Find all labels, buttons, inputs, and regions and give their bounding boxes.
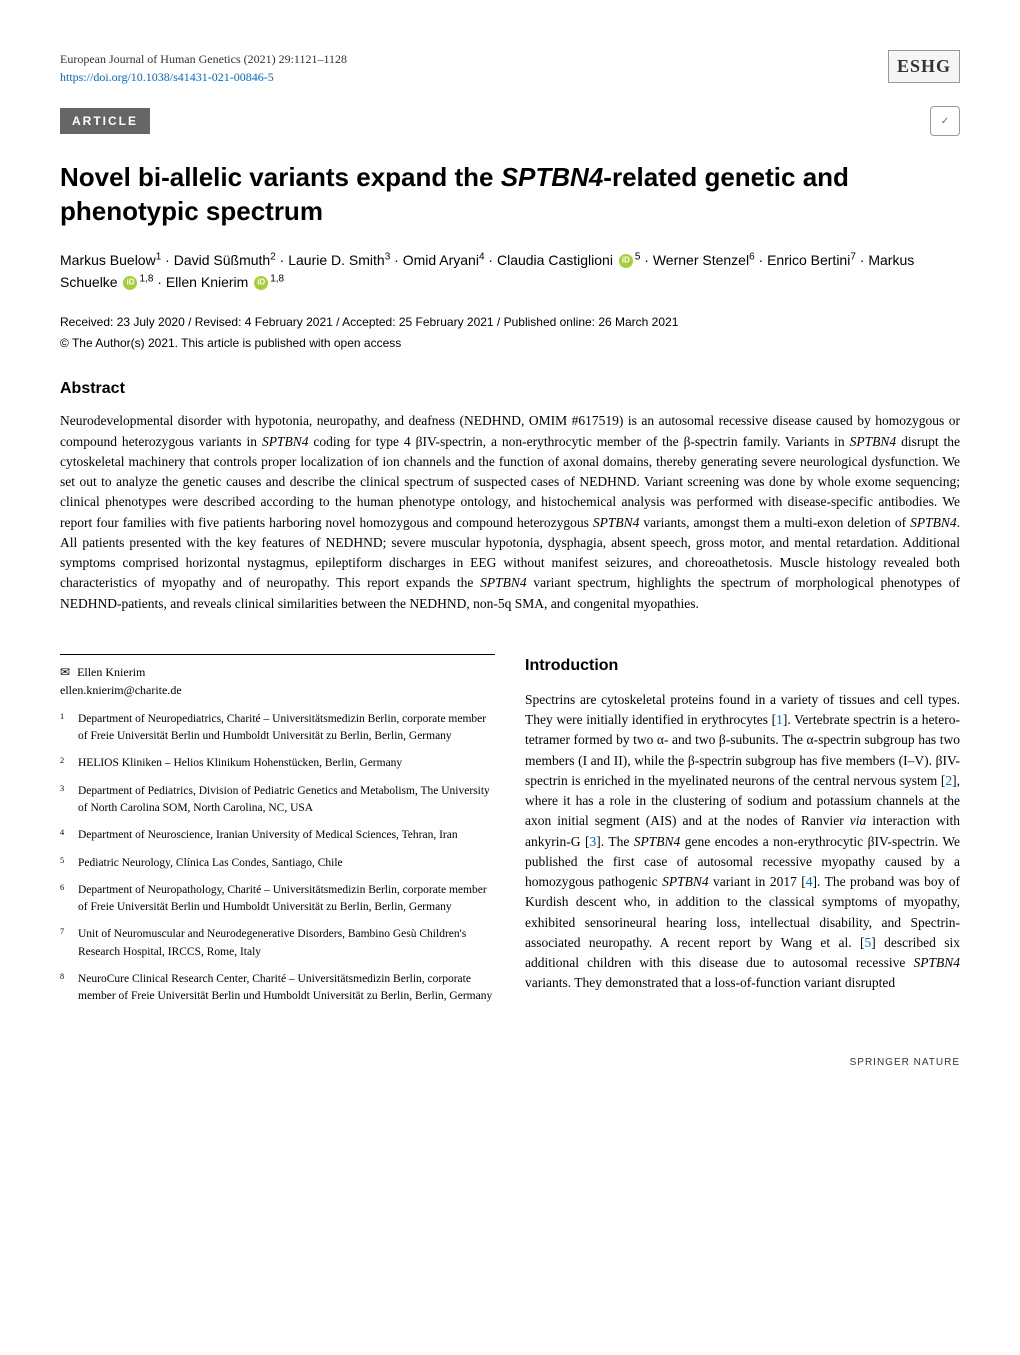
publication-dates: Received: 23 July 2020 / Revised: 4 Febr… <box>60 313 960 331</box>
affiliation-number: 5 <box>60 855 78 872</box>
check-updates-icon[interactable]: ✓ <box>930 106 960 136</box>
introduction-text: Spectrins are cytoskeletal proteins foun… <box>525 690 960 994</box>
doi-link[interactable]: https://doi.org/10.1038/s41431-021-00846… <box>60 68 347 86</box>
affiliation-number: 2 <box>60 755 78 772</box>
authors-list: Markus Buelow1 · David Süßmuth2 · Laurie… <box>60 249 960 294</box>
orcid-icon[interactable] <box>254 276 268 290</box>
envelope-icon: ✉ <box>60 663 70 681</box>
journal-citation: European Journal of Human Genetics (2021… <box>60 50 347 68</box>
left-column: ✉ Ellen Knierim ellen.knierim@charite.de… <box>60 654 495 1015</box>
reference-link[interactable]: 5 <box>864 935 871 950</box>
affiliation-text: Department of Pediatrics, Division of Pe… <box>78 783 495 818</box>
affiliation-text: HELIOS Kliniken – Helios Klinikum Hohens… <box>78 755 495 772</box>
affiliation-item: 7Unit of Neuromuscular and Neurodegenera… <box>60 926 495 961</box>
affiliation-number: 1 <box>60 711 78 746</box>
affiliation-item: 2HELIOS Kliniken – Helios Klinikum Hohen… <box>60 755 495 772</box>
title-pre: Novel bi-allelic variants expand the <box>60 162 501 192</box>
right-column: Introduction Spectrins are cytoskeletal … <box>525 654 960 1015</box>
affiliation-text: Department of Neuropathology, Charité – … <box>78 882 495 917</box>
article-title: Novel bi-allelic variants expand the SPT… <box>60 161 960 229</box>
affiliation-item: 1Department of Neuropediatrics, Charité … <box>60 711 495 746</box>
affiliation-item: 5Pediatric Neurology, Clínica Las Condes… <box>60 855 495 872</box>
reference-link[interactable]: 3 <box>589 834 596 849</box>
affiliation-text: Unit of Neuromuscular and Neurodegenerat… <box>78 926 495 961</box>
title-italic: SPTBN4 <box>501 162 604 192</box>
reference-link[interactable]: 2 <box>945 773 952 788</box>
orcid-icon[interactable] <box>619 254 633 268</box>
eshg-logo: ESHG <box>888 50 960 83</box>
affiliation-item: 3Department of Pediatrics, Division of P… <box>60 783 495 818</box>
corresponding-author: ✉ Ellen Knierim ellen.knierim@charite.de <box>60 654 495 699</box>
affiliation-number: 8 <box>60 971 78 1006</box>
article-badge-row: ARTICLE ✓ <box>60 106 960 136</box>
introduction-heading: Introduction <box>525 654 960 678</box>
affiliation-text: NeuroCure Clinical Research Center, Char… <box>78 971 495 1006</box>
abstract-heading: Abstract <box>60 377 960 401</box>
affiliation-item: 4Department of Neuroscience, Iranian Uni… <box>60 827 495 844</box>
affiliation-item: 6Department of Neuropathology, Charité –… <box>60 882 495 917</box>
affiliation-number: 3 <box>60 783 78 818</box>
affiliation-text: Department of Neuroscience, Iranian Univ… <box>78 827 495 844</box>
affiliation-item: 8NeuroCure Clinical Research Center, Cha… <box>60 971 495 1006</box>
header-row: European Journal of Human Genetics (2021… <box>60 50 960 86</box>
publisher-footer: SPRINGER NATURE <box>60 1055 960 1070</box>
affiliation-number: 4 <box>60 827 78 844</box>
copyright-line: © The Author(s) 2021. This article is pu… <box>60 334 960 352</box>
article-type-badge: ARTICLE <box>60 108 150 134</box>
orcid-icon[interactable] <box>123 276 137 290</box>
affiliations-list: 1Department of Neuropediatrics, Charité … <box>60 711 495 1005</box>
abstract-text: Neurodevelopmental disorder with hypoton… <box>60 411 960 614</box>
journal-info: European Journal of Human Genetics (2021… <box>60 50 347 86</box>
affiliation-number: 7 <box>60 926 78 961</box>
affiliation-text: Department of Neuropediatrics, Charité –… <box>78 711 495 746</box>
two-column-layout: ✉ Ellen Knierim ellen.knierim@charite.de… <box>60 654 960 1015</box>
reference-link[interactable]: 1 <box>776 712 783 727</box>
corresponding-name: Ellen Knierim <box>77 665 145 679</box>
affiliation-number: 6 <box>60 882 78 917</box>
corresponding-email[interactable]: ellen.knierim@charite.de <box>60 683 182 697</box>
reference-link[interactable]: 4 <box>806 874 813 889</box>
affiliation-text: Pediatric Neurology, Clínica Las Condes,… <box>78 855 495 872</box>
